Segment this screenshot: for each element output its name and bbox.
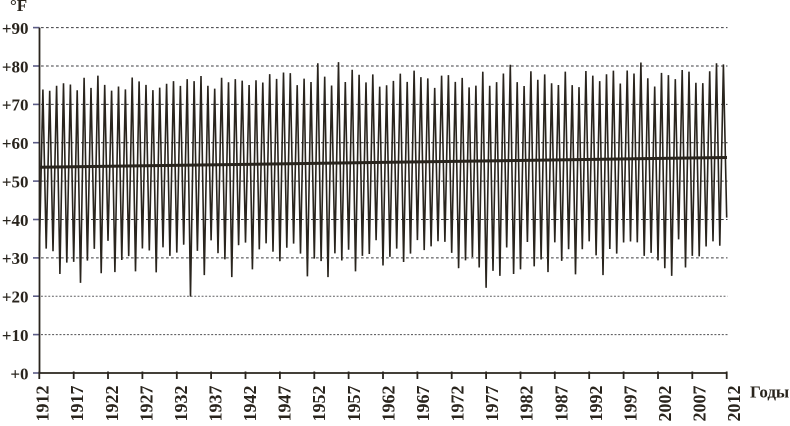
svg-text:+70: +70 xyxy=(2,96,29,115)
svg-text:°F: °F xyxy=(10,0,27,15)
svg-text:1962: 1962 xyxy=(378,386,398,422)
svg-text:1932: 1932 xyxy=(171,386,191,422)
svg-text:1997: 1997 xyxy=(621,386,641,422)
svg-text:1952: 1952 xyxy=(309,386,329,422)
svg-text:+30: +30 xyxy=(2,249,29,268)
svg-text:1922: 1922 xyxy=(102,386,122,422)
svg-text:1987: 1987 xyxy=(551,386,571,422)
svg-text:2007: 2007 xyxy=(690,386,710,422)
svg-text:+10: +10 xyxy=(2,326,29,345)
svg-text:1992: 1992 xyxy=(586,386,606,422)
svg-text:1977: 1977 xyxy=(482,386,502,421)
svg-text:+60: +60 xyxy=(2,134,29,153)
svg-text:1957: 1957 xyxy=(344,386,364,422)
svg-text:+50: +50 xyxy=(2,172,29,191)
svg-text:2002: 2002 xyxy=(655,386,675,422)
svg-text:+90: +90 xyxy=(2,19,29,38)
svg-text:+0: +0 xyxy=(10,364,28,383)
svg-text:1927: 1927 xyxy=(136,386,156,422)
svg-text:1967: 1967 xyxy=(413,386,433,422)
svg-text:1982: 1982 xyxy=(517,386,537,422)
svg-text:1972: 1972 xyxy=(448,386,468,422)
svg-text:+20: +20 xyxy=(2,288,29,307)
svg-text:1912: 1912 xyxy=(33,386,53,422)
svg-text:1917: 1917 xyxy=(67,386,87,422)
svg-text:+80: +80 xyxy=(2,57,29,76)
svg-text:1942: 1942 xyxy=(240,386,260,422)
svg-text:1947: 1947 xyxy=(275,386,295,422)
svg-text:+40: +40 xyxy=(2,211,29,230)
svg-text:Годы: Годы xyxy=(750,383,789,402)
svg-text:1937: 1937 xyxy=(206,386,226,422)
svg-text:2012: 2012 xyxy=(724,386,744,422)
